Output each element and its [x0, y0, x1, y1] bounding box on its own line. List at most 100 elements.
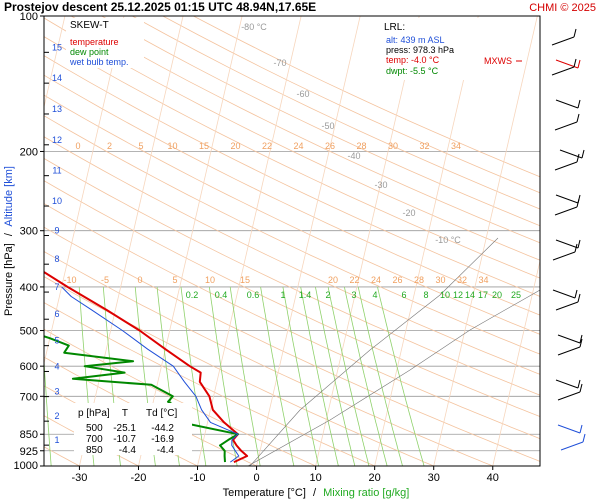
lrl-temperature: temp: -4.0 °C — [386, 55, 440, 65]
adiabat-label: 34 — [478, 275, 488, 285]
skewt-grid — [44, 16, 540, 466]
table-cell: -4.4 — [119, 445, 137, 456]
alt-tick-label: 14 — [52, 73, 62, 83]
adiabat-label: 28 — [356, 141, 366, 151]
dry-adiabat — [44, 180, 540, 418]
adiabat-label: 28 — [414, 275, 424, 285]
wind-barb — [557, 391, 581, 401]
wind-barb-flag — [577, 59, 581, 69]
x-axis-label: Temperature [°C] / Mixing ratio [g/kg] — [223, 487, 410, 499]
mixing-ratio-line — [282, 286, 319, 466]
mixing-ratio-label: 2 — [325, 290, 330, 300]
wind-barb — [551, 66, 575, 76]
table-cell: -44.2 — [151, 423, 174, 434]
table-cell: 700 — [86, 434, 103, 445]
isotherm-line — [79, 16, 184, 466]
mixing-ratio-label: 8 — [423, 290, 428, 300]
wind-barb — [555, 239, 579, 249]
mixing-ratio-label: 0.6 — [247, 290, 260, 300]
plot-frame — [43, 15, 541, 467]
y-tick-label: 1000 — [14, 460, 38, 472]
x-tick-label: 40 — [487, 472, 499, 484]
alt-tick-label: 15 — [52, 42, 62, 52]
legend-item-dew-point: dew point — [70, 47, 109, 57]
dry-adiabat — [44, 94, 540, 335]
dry-adiabat — [44, 356, 257, 466]
wind-barb — [555, 379, 579, 389]
adiabat-label: 15 — [199, 141, 209, 151]
dry-adiabat — [162, 16, 540, 194]
y-tick-label: 300 — [20, 226, 38, 238]
adiabat-label: 32 — [457, 275, 467, 285]
alt-tick-label: 9 — [54, 226, 59, 236]
wind-barb-flag — [582, 433, 586, 443]
adiabat-label: 20 — [328, 275, 338, 285]
mixing-ratio-line — [44, 354, 52, 466]
reference-line — [247, 289, 540, 466]
table-cell: -4.4 — [157, 445, 175, 456]
wind-barb — [557, 346, 581, 356]
mixing-ratio-line — [344, 286, 388, 466]
dry-adiabat — [44, 17, 540, 261]
adiabat-label: 10 — [167, 141, 177, 151]
adiabat-label: 22 — [349, 275, 359, 285]
mixing-ratio-label: 3 — [351, 290, 356, 300]
dry-adiabat — [71, 16, 540, 244]
x-tick-label: 0 — [254, 472, 260, 484]
table-cell: -16.9 — [151, 434, 174, 445]
x-axis-label-sep: / — [313, 487, 317, 499]
mixing-ratio-label: 1.4 — [299, 290, 312, 300]
x-axis-label-temperature: Temperature [°C] — [223, 487, 306, 499]
wind-barb-flag — [577, 239, 581, 249]
dry-adiabat — [44, 251, 493, 466]
adiabat-label: 0 — [75, 141, 80, 151]
isotherm-line — [256, 16, 361, 466]
wind-barb — [555, 301, 579, 311]
alt-tick-label: 12 — [52, 135, 62, 145]
wind-barb — [554, 121, 578, 131]
wind-barb-flag — [574, 243, 578, 253]
y-axis-label-pressure: Pressure [hPa] — [3, 243, 15, 316]
dry-adiabat — [44, 115, 540, 355]
isotherm-line — [197, 16, 302, 466]
legend-title: SKEW-T — [70, 20, 109, 31]
wind-barb — [557, 334, 581, 344]
isotherm-label: -40 — [347, 151, 360, 161]
adiabat-label: 10 — [205, 275, 215, 285]
mixing-ratio-label: 6 — [401, 290, 406, 300]
y-tick-label: 100 — [20, 11, 38, 23]
y-tick-label: 700 — [20, 391, 38, 403]
x-tick-label: -30 — [71, 472, 87, 484]
wind-barb — [555, 99, 579, 109]
lrl-info: LRL: alt: 439 m ASL press: 978.3 hPa tem… — [380, 18, 522, 80]
mixing-ratio-label: 20 — [492, 290, 502, 300]
mixing-ratio-line — [377, 286, 425, 466]
dry-adiabat — [44, 36, 540, 279]
mixing-ratio-line — [300, 286, 339, 466]
mxws-label: MXWS — [484, 56, 512, 66]
table-header-t: T — [122, 408, 128, 419]
table-cell: 850 — [86, 445, 103, 456]
dry-adiabat — [44, 226, 540, 462]
y-axis-label: Pressure [hPa] / Altitude [km] — [3, 166, 15, 316]
lrl-pressure: press: 978.3 hPa — [386, 45, 454, 55]
lrl-dewpoint: dwpt: -5.5 °C — [386, 66, 439, 76]
y-tick-label: 600 — [20, 361, 38, 373]
alt-tick-label: 2 — [54, 411, 59, 421]
dry-adiabat — [44, 74, 540, 316]
dry-adiabat — [44, 203, 540, 440]
mixing-ratio-label: 1 — [280, 290, 285, 300]
dry-adiabat — [132, 16, 540, 210]
mixing-ratio-label: 12 — [453, 290, 463, 300]
wind-barb-flag — [573, 28, 577, 38]
alt-tick-label: 11 — [52, 166, 61, 176]
legend: SKEW-T temperature dew point wet bulb te… — [66, 18, 144, 68]
mixing-ratio-label: 17 — [478, 290, 488, 300]
x-tick-label: -10 — [190, 472, 206, 484]
adiabat-label: 34 — [451, 141, 461, 151]
isotherm-line — [138, 16, 243, 466]
alt-tick-label: 3 — [54, 387, 59, 397]
isotherm-line — [433, 16, 538, 466]
grid-labels: 0 2 5 10 15 20 22 24 26 28 30 32 34-10 -5 0 5 10 15 20 22 24… — [63, 22, 521, 300]
wind-barb — [554, 206, 578, 216]
